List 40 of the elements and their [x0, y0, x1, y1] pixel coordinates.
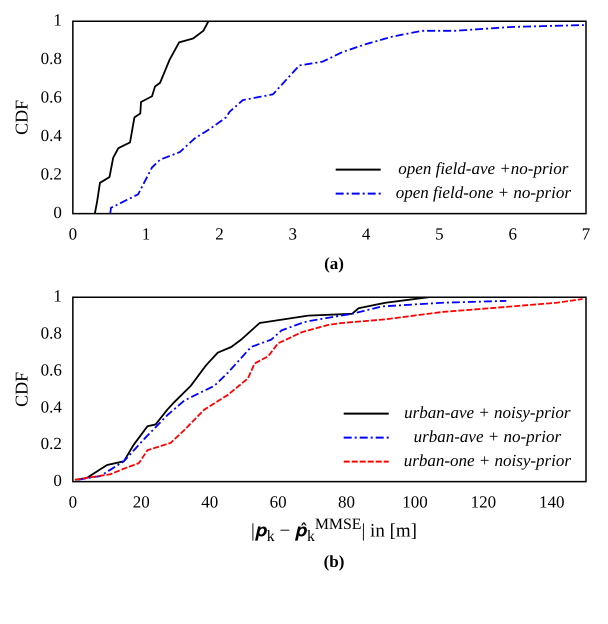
x-tick-label: 120	[470, 492, 496, 512]
x-tick-label: 40	[201, 492, 218, 512]
x-tick-label: 100	[402, 492, 428, 512]
y-tick-label: 0.8	[40, 324, 62, 343]
x-tick-label: 0	[68, 492, 78, 512]
x-tick-label: 60	[270, 492, 287, 512]
legend-label: urban-ave + no-prior	[414, 427, 562, 446]
x-tick-label: 4	[362, 224, 371, 244]
y-tick-label: 1	[53, 10, 62, 30]
x-tick-label: 0	[68, 224, 78, 244]
x-tick-label: 20	[132, 492, 150, 512]
legend-label: urban-one + noisy-prior	[404, 451, 572, 470]
line-series	[109, 24, 585, 214]
x-tick-label: 6	[508, 224, 517, 244]
y-tick-label: 0.4	[40, 397, 62, 416]
legend-label: urban-ave + noisy-prior	[404, 403, 571, 422]
y-tick-label: 0	[53, 471, 62, 490]
x-tick-label: 3	[288, 224, 298, 244]
x-tick-label: 80	[338, 492, 356, 512]
y-tick-label: 0.6	[40, 88, 62, 107]
legend-label: open field-one + no-prior	[396, 183, 572, 202]
y-tick-label: 0.6	[40, 360, 62, 380]
x-tick-label: 140	[539, 492, 565, 512]
y-tick-label: 0.2	[40, 434, 62, 454]
y-tick-label: 0.4	[40, 126, 62, 146]
y-axis-title: CDF	[12, 372, 32, 407]
y-axis-title: CDF	[12, 100, 32, 135]
x-tick-label: 2	[215, 224, 224, 244]
y-tick-label: 1	[53, 286, 62, 306]
x-tick-label: 5	[435, 224, 444, 244]
line-series	[74, 298, 584, 481]
x-tick-label: 7	[582, 224, 591, 244]
y-tick-label: 0	[53, 203, 62, 222]
y-tick-label: 0.8	[40, 49, 62, 68]
text: (b)	[322, 552, 346, 572]
legend-label: open field-ave +no-prior	[398, 159, 569, 178]
x-axis-title: |𝒑$_{k}$ − 𝒑̂$_{k}$$^{MMSE}$| in [m]	[250, 516, 418, 546]
y-tick-label: 0.2	[40, 164, 62, 184]
x-tick-label: 1	[142, 224, 150, 244]
text: (a)	[323, 254, 345, 274]
